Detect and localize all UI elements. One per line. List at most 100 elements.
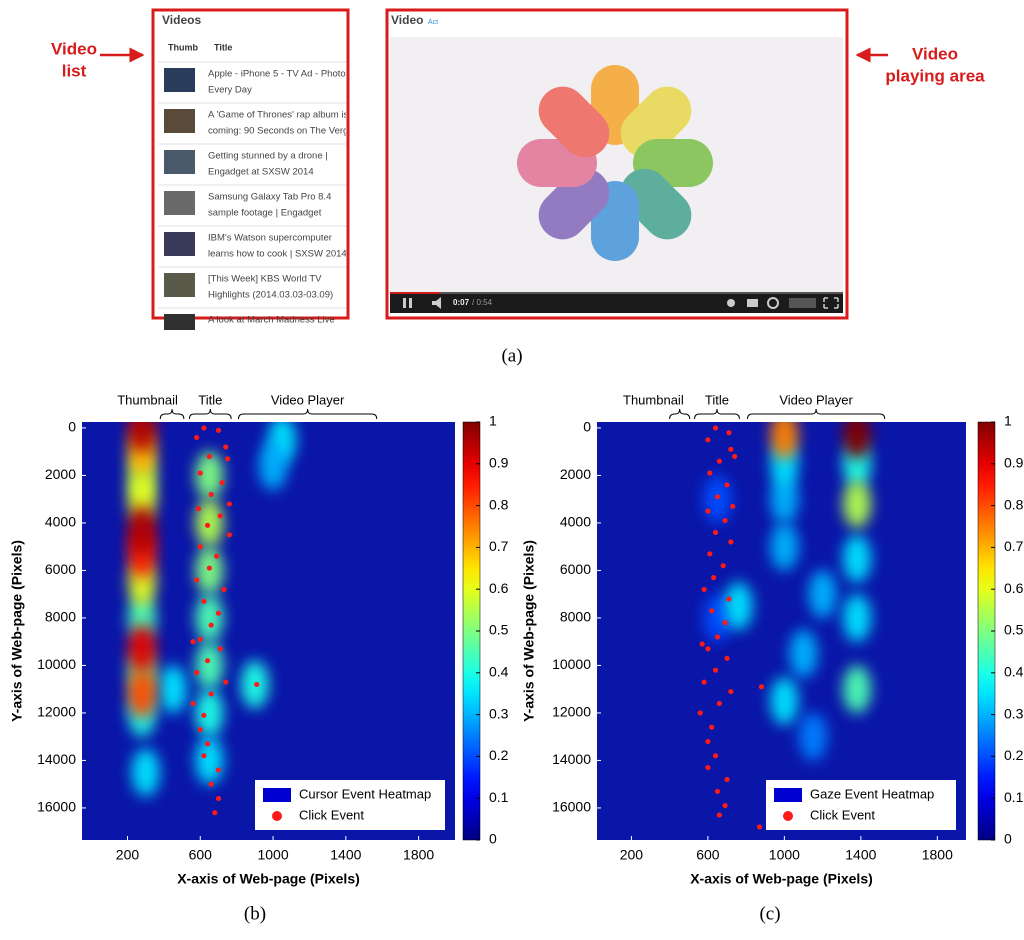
video-title[interactable]: [This Week] KBS World TV <box>208 274 322 285</box>
thumbnail[interactable] <box>164 191 195 215</box>
region-label: Video Player <box>779 392 853 407</box>
colorbar-tick-label: 0.7 <box>1004 538 1024 554</box>
colorbar-tick-label: 0 <box>489 831 497 847</box>
player-tag: Act <box>428 19 438 26</box>
watch-later[interactable] <box>727 299 735 307</box>
video-title[interactable]: Getting stunned by a drone | <box>208 151 328 162</box>
colorbar-tick-label: 0.9 <box>489 455 509 471</box>
click-point <box>208 691 214 697</box>
click-point <box>722 620 728 626</box>
x-tick-label: 1800 <box>403 847 434 863</box>
region-brace <box>746 408 886 420</box>
colorbar-tick-label: 1 <box>489 413 497 429</box>
click-point <box>194 669 200 676</box>
heat-cell <box>770 522 799 571</box>
click-point <box>712 529 719 536</box>
legend-swatch <box>774 788 802 802</box>
heat-cell <box>843 665 872 714</box>
click-point <box>226 532 232 538</box>
heat-cell <box>843 479 872 528</box>
colorbar-tick-label: 0.2 <box>489 747 509 763</box>
region-brace <box>159 408 185 420</box>
click-point <box>724 655 730 661</box>
captions-button[interactable] <box>747 299 758 307</box>
click-point <box>208 491 214 498</box>
video-title[interactable]: A 'Game of Thrones' rap album is <box>208 110 348 121</box>
click-point <box>697 710 703 716</box>
click-point <box>224 456 231 462</box>
pause-button-bar <box>409 298 412 308</box>
click-point <box>726 596 732 602</box>
x-axis-label: X-axis of Web-page (Pixels) <box>690 871 873 887</box>
column-header: Thumb <box>168 42 198 52</box>
region-brace <box>237 408 378 420</box>
x-tick-label: 1000 <box>769 847 800 863</box>
control-bar <box>390 293 843 313</box>
thumbnail[interactable] <box>164 314 195 338</box>
progress <box>390 292 440 294</box>
video-title[interactable]: A look at March Madness Live <box>208 315 335 326</box>
video-title[interactable]: coming: 90 Seconds on The Verge <box>208 126 354 137</box>
settings-button[interactable] <box>767 297 779 309</box>
heat-cell <box>259 441 288 490</box>
thumbnail[interactable] <box>164 150 195 174</box>
click-point <box>190 639 196 645</box>
current-time: 0:07 <box>453 298 470 307</box>
thumbnail[interactable] <box>164 68 195 92</box>
volume-button[interactable] <box>432 297 441 309</box>
heat-cell <box>195 736 224 785</box>
click-point <box>701 586 707 593</box>
video-title[interactable]: Highlights (2014.03.03-03.09) <box>208 290 333 301</box>
x-tick-label: 1000 <box>257 847 288 863</box>
thumbnail[interactable] <box>164 109 195 133</box>
y-tick-label: 8000 <box>45 609 76 625</box>
click-point <box>711 574 717 581</box>
video-list: Apple - iPhone 5 - TV Ad - Photos Every D… <box>158 61 354 338</box>
player-title: Video <box>391 13 423 27</box>
x-tick-label: 1400 <box>845 847 876 863</box>
pause-button[interactable] <box>403 298 406 308</box>
click-point <box>714 788 721 794</box>
click-point <box>724 482 730 488</box>
heat-cell <box>843 422 872 460</box>
video-title[interactable]: learns how to cook | SXSW 2014 <box>208 249 347 260</box>
youtube-logo[interactable] <box>789 298 816 308</box>
colorbar-tick-label: 0.8 <box>489 496 509 512</box>
click-point <box>208 622 214 628</box>
video-title[interactable]: Engadget at SXSW 2014 <box>208 167 314 178</box>
video-title[interactable]: Every Day <box>208 85 252 96</box>
fullscreen-button[interactable] <box>823 297 839 309</box>
click-point <box>726 430 732 436</box>
click-point <box>204 522 211 528</box>
video-title[interactable]: Apple - iPhone 5 - TV Ad - Photos <box>208 69 351 80</box>
thumbnail[interactable] <box>164 232 195 256</box>
click-point <box>217 513 223 519</box>
click-point <box>714 634 721 640</box>
x-tick-label: 600 <box>189 847 213 863</box>
y-tick-label: 0 <box>583 419 591 435</box>
click-point <box>714 494 721 500</box>
region-label: Thumbnail <box>623 392 684 407</box>
colorbar-tick-label: 0.1 <box>1004 789 1024 805</box>
y-tick-label: 6000 <box>45 561 76 577</box>
click-point <box>197 544 203 550</box>
click-point <box>705 764 711 771</box>
video-title[interactable]: Samsung Galaxy Tab Pro 8.4 <box>208 192 331 203</box>
y-tick-label: 16000 <box>552 799 591 815</box>
callout-label: playing area <box>885 66 985 85</box>
callout-label: list <box>62 61 87 80</box>
video-title[interactable]: IBM's Watson supercomputer <box>208 233 332 244</box>
y-tick-label: 14000 <box>552 751 591 767</box>
thumbnail[interactable] <box>164 273 195 297</box>
region-brace <box>188 408 232 420</box>
heat-cell <box>789 629 818 678</box>
x-tick-label: 1800 <box>922 847 953 863</box>
video-title[interactable]: sample footage | Engadget <box>208 208 322 219</box>
y-tick-label: 6000 <box>560 561 591 577</box>
callout-label: Video <box>912 44 958 63</box>
heat-cell <box>195 498 224 547</box>
click-point <box>254 681 260 688</box>
click-point <box>206 565 212 571</box>
x-tick-label: 200 <box>116 847 140 863</box>
heat-cell <box>131 748 160 797</box>
